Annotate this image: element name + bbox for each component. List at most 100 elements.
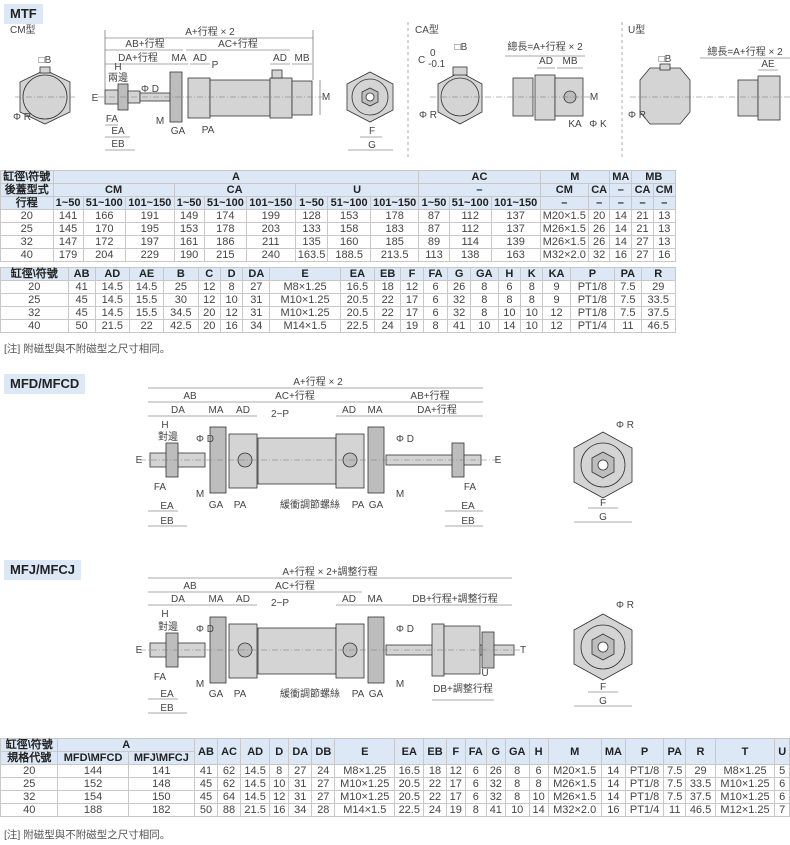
table-cell: 20.5: [339, 293, 376, 307]
dimension-label: DA+行程: [417, 403, 457, 416]
column-header: MFD\MFCD: [57, 751, 129, 765]
table-cell: 154: [57, 790, 129, 804]
dimension-label: CM型: [10, 23, 36, 36]
dimension-label: Φ R: [616, 600, 634, 611]
table-cell: 204: [82, 248, 127, 262]
dimension-label: FA: [154, 482, 167, 493]
column-header: DA: [242, 267, 271, 281]
column-header: 51~100: [448, 196, 492, 210]
dimension-label: 對邊: [158, 620, 178, 633]
table-cell: 211: [246, 235, 296, 249]
table-cell: 34: [288, 803, 313, 817]
table-cell: 188: [57, 803, 129, 817]
table-cell: 185: [369, 235, 420, 249]
dimension-label: PA: [234, 689, 247, 700]
dimension-label: DA+行程: [118, 51, 158, 64]
column-header: K: [520, 267, 544, 281]
table-cell: 14: [600, 790, 627, 804]
table-cell: 10: [497, 306, 522, 320]
column-header: T: [714, 738, 776, 765]
table-cell: 182: [127, 803, 195, 817]
dimension-label: E: [136, 455, 143, 466]
table-cell: 20: [0, 280, 69, 294]
dimension-label: Φ R: [628, 110, 646, 121]
table-cell: 149: [173, 209, 205, 223]
dimension-label: GA: [369, 689, 384, 700]
table-cell: 46.5: [640, 319, 676, 333]
table-cell: 41: [193, 764, 219, 778]
table-cell: 10: [469, 319, 499, 333]
dimension-label: EA: [160, 501, 174, 512]
table-cell: M10×1.25: [269, 293, 341, 307]
table-row: 後蓋型式 CM CA U – CM CA – CA CM: [0, 183, 677, 197]
table-cell: 179: [52, 248, 84, 262]
table-cell: 158: [327, 222, 371, 236]
table-cell: 19: [445, 803, 466, 817]
column-header: MB: [631, 170, 676, 184]
table-cell: 20: [197, 306, 221, 320]
table-mfd-mfj-dimensions: 缸徑\符號 A AB AC AD D DA DB E EA EB F FA G GA H M MA P PA R T U 規格…: [0, 738, 790, 817]
table-cell: 203: [246, 222, 296, 236]
table-cell: 112: [448, 209, 492, 223]
column-header: 缸徑\符號: [0, 267, 69, 281]
table-cell: 163: [490, 248, 541, 262]
column-header: –: [588, 196, 611, 210]
column-header: –: [539, 196, 590, 210]
table-cell: 13: [652, 235, 677, 249]
table-cell: 135: [294, 235, 329, 249]
dimension-label: G: [599, 696, 607, 707]
table-cell: 145: [52, 222, 84, 236]
table-cell: 133: [294, 222, 329, 236]
dimension-label: □B: [39, 55, 52, 66]
dimension-label: KA: [568, 119, 582, 130]
table-cell: 33.5: [640, 293, 676, 307]
dimension-label: Φ D: [196, 434, 214, 445]
table-cell: 15.5: [128, 306, 165, 320]
table-cell: 27: [631, 235, 654, 249]
dimension-label: M: [396, 489, 404, 500]
column-header: U: [294, 183, 420, 197]
column-header: EB: [374, 267, 402, 281]
table-cell: 31: [288, 777, 313, 791]
column-header: 後蓋型式: [0, 183, 54, 197]
table-cell: 29: [685, 764, 716, 778]
dimension-label: Φ D: [396, 434, 414, 445]
table-cell: 8: [269, 764, 290, 778]
table-cell: 7.5: [614, 293, 642, 307]
table-cell: 166: [82, 209, 127, 223]
table-cell: 7.5: [663, 764, 687, 778]
dimension-label: GA: [171, 126, 186, 137]
table-cell: 33.5: [685, 777, 716, 791]
table-row: 32 154 150 45 64 14.5 12 31 27 M10×1.25 20.5 22 17 6 3…: [0, 790, 790, 804]
table-cell: 22: [423, 777, 447, 791]
table-cell: 8: [528, 777, 549, 791]
table-cell: 28: [311, 803, 336, 817]
dimension-label: FA: [154, 672, 167, 683]
dimension-label: MA: [172, 53, 187, 64]
table-cell: 41: [485, 803, 506, 817]
table-cell: 27: [242, 280, 271, 294]
table-cell: 7: [774, 803, 790, 817]
dimension-label: Φ D: [141, 84, 159, 95]
table-cell: 20: [0, 764, 59, 778]
column-header: E: [269, 267, 341, 281]
table-cell: 6: [528, 764, 549, 778]
table-row: 25 45 14.5 15.5 30 12 10 31 M10×1.25 20.5 22 17 6 32 8…: [0, 293, 676, 307]
table-cell: 20: [0, 209, 54, 223]
table-cell: 14.5: [240, 790, 271, 804]
table-cell: 229: [125, 248, 175, 262]
table-cell: 22: [374, 306, 402, 320]
mtf-front-view: [15, 66, 75, 125]
dimension-label: GA: [369, 500, 384, 511]
table-row: 32 45 14.5 15.5 34.5 20 12 31 M10×1.25 20.5 22 17 6 3…: [0, 306, 676, 320]
table-cell: 27: [631, 248, 654, 262]
table-cell: 42.5: [163, 319, 199, 333]
table-cell: 148: [127, 777, 195, 791]
table-cell: 12: [269, 790, 290, 804]
column-header: M: [539, 170, 611, 184]
dimension-label: H: [161, 609, 168, 620]
note: [注] 附磁型與不附磁型之尺寸相同。: [4, 343, 171, 355]
table-cell: 21: [631, 209, 654, 223]
dimension-label: E: [92, 93, 99, 104]
